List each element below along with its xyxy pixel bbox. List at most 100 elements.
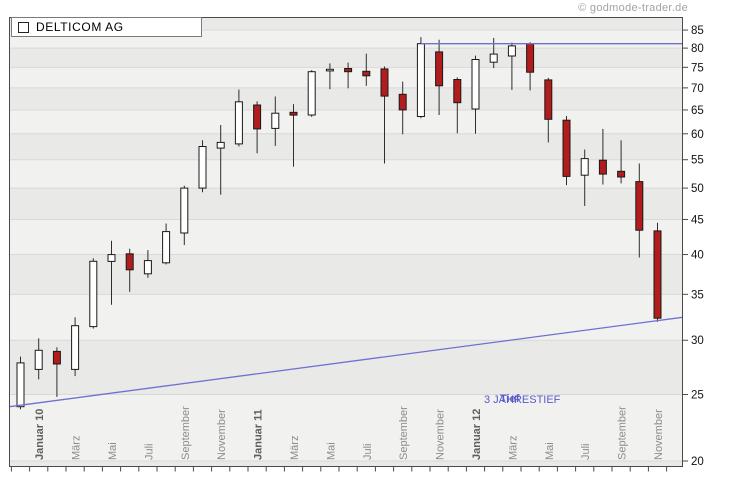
candle-Apr-11: [307, 70, 316, 117]
candle-Aug-10: [162, 223, 171, 265]
candle-body-down: [453, 79, 462, 104]
candle-Mär-11: [289, 104, 298, 167]
candle-Sep-12: [617, 140, 626, 184]
candle-body-down: [526, 43, 535, 73]
candle-body-down: [635, 181, 644, 231]
x-axis-label: Mai: [544, 442, 556, 460]
candle-body-up: [34, 349, 43, 370]
candle-Jan-10: [34, 338, 43, 380]
three-year-low-annotation: 3 JAHRESTIEF: [484, 394, 561, 406]
x-axis-label: November: [216, 409, 228, 460]
x-axis-label: November: [653, 409, 665, 460]
candle-body-up: [198, 146, 207, 189]
candle-Mai-10: [107, 240, 116, 305]
x-axis-label: September: [617, 406, 629, 460]
candle-body-down: [289, 111, 298, 116]
x-axis-label: Juli: [362, 443, 374, 460]
candle-Jul-12: [580, 149, 589, 206]
candle-Feb-10: [52, 347, 61, 397]
x-axis-label: Juli: [580, 443, 592, 460]
candle-body-down: [253, 104, 262, 130]
y-axis-label: 40: [691, 250, 704, 262]
x-axis-label: November: [435, 409, 447, 460]
candle-body-down: [544, 79, 553, 120]
candle-Aug-11: [380, 66, 389, 164]
candle-body-down: [380, 68, 389, 97]
y-axis-label: 85: [691, 25, 704, 37]
candle-Dez-09: [16, 356, 25, 410]
candle-Apr-10: [89, 258, 98, 329]
y-axis-label: 70: [691, 83, 704, 95]
candle-body-down: [562, 119, 571, 177]
candle-Mär-10: [71, 317, 80, 377]
background-band: [9, 461, 683, 467]
y-axis-label: 60: [691, 129, 704, 141]
candle-body-down: [617, 170, 626, 178]
x-axis-label: Januar 12: [471, 409, 483, 460]
candle-body-up: [107, 254, 116, 262]
y-axis-label: 20: [691, 456, 704, 468]
watermark: © godmode-trader.de: [578, 2, 688, 14]
candle-Jun-11: [344, 62, 353, 89]
background-band: [9, 48, 683, 68]
candle-body-up: [307, 71, 316, 116]
y-axis-label: 75: [691, 62, 704, 74]
x-axis-label: März: [507, 436, 519, 460]
candle-body-up: [580, 158, 589, 176]
candle-Mai-12: [544, 77, 553, 143]
candle-body-up: [71, 325, 80, 370]
candle-body-down: [435, 51, 444, 87]
candle-Nov-10: [216, 125, 225, 195]
candle-body-up: [471, 59, 480, 110]
instrument-name: DELTICOM AG: [36, 20, 124, 34]
candle-Aug-12: [598, 128, 607, 185]
candle-body-up: [489, 53, 498, 63]
candle-body-down: [362, 70, 371, 77]
candle-Jun-12: [562, 116, 571, 186]
background-band: [9, 188, 683, 220]
candle-body-up: [416, 43, 425, 118]
candle-Sep-11: [398, 81, 407, 135]
candle-Nov-11: [435, 39, 444, 115]
candle-Jan-11: [253, 101, 262, 154]
candle-Sep-10: [180, 185, 189, 245]
y-axis-label: 50: [691, 183, 704, 195]
x-axis-label: März: [71, 436, 83, 460]
x-axis-label: Januar 11: [253, 409, 265, 460]
candle-body-up: [271, 112, 280, 129]
candle-Jul-10: [143, 250, 152, 278]
candle-body-down: [344, 68, 353, 73]
candle-Okt-10: [198, 140, 207, 193]
candle-Dez-11: [453, 77, 462, 134]
x-axis-label: Mai: [325, 442, 337, 460]
y-axis-label: 55: [691, 155, 704, 167]
background-band: [9, 294, 683, 341]
candle-body-up: [180, 187, 189, 234]
candle-body-up: [162, 231, 171, 264]
candle-Mai-11: [325, 63, 334, 90]
y-axis-label: 25: [691, 390, 704, 402]
candle-Feb-11: [271, 96, 280, 146]
plot-border: [9, 17, 683, 467]
candle-body-down: [598, 159, 607, 175]
y-axis-label: 35: [691, 289, 704, 301]
x-axis-label: September: [180, 406, 192, 460]
x-axis-label: Januar 10: [34, 409, 46, 460]
x-axis-label: Juli: [143, 443, 155, 460]
candle-body-up: [325, 68, 334, 72]
y-axis-label: 65: [691, 105, 704, 117]
instrument-legend[interactable]: DELTICOM AG: [11, 17, 202, 37]
candle-Jun-10: [125, 248, 134, 292]
candle-Feb-12: [489, 37, 498, 69]
candle-Okt-12: [635, 163, 644, 258]
x-axis-label: März: [289, 436, 301, 460]
candle-Jul-11: [362, 53, 371, 86]
legend-checkbox[interactable]: [18, 21, 29, 33]
candle-body-up: [89, 260, 98, 328]
background-band: [9, 254, 683, 295]
background-band: [9, 67, 683, 88]
low-annotation-overlay: Tief: [500, 393, 520, 405]
background-band: [9, 340, 683, 395]
